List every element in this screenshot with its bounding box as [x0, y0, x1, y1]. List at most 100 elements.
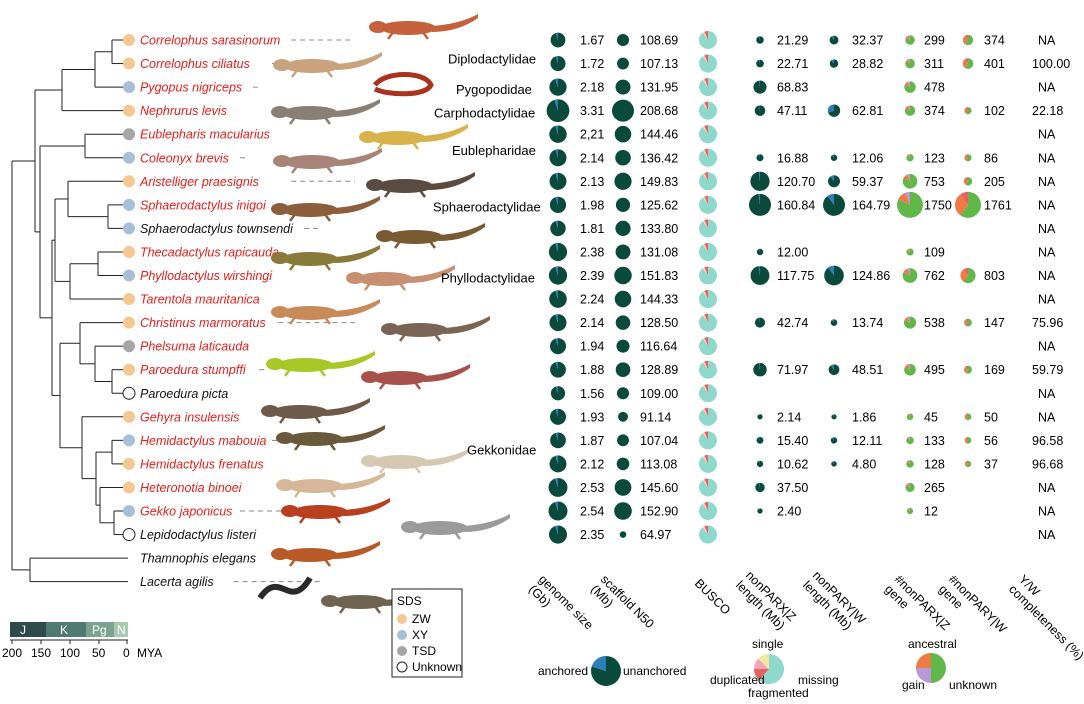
- nonpar-w-length-value: 12.06: [852, 151, 883, 165]
- species-name: Phelsuma laticauda: [140, 340, 249, 354]
- nonpar-z-length-pie: [754, 105, 766, 116]
- busco-pie: [699, 431, 718, 450]
- scaffold-n50-pie: [616, 457, 630, 471]
- genome-size-pie: [550, 56, 566, 72]
- nonpar-w-length-value: 59.37: [852, 175, 883, 189]
- species-name: Pygopus nigriceps: [140, 81, 242, 95]
- scaffold-n50-pie: [618, 411, 628, 422]
- family-label: Pygopodidae: [456, 82, 532, 97]
- species-name: Coleonyx brevis: [140, 151, 229, 165]
- busco-pie: [699, 242, 718, 261]
- family-labels: Diplodactylidae Pygopodidae Carphodactylid…: [433, 51, 541, 457]
- nonpar-z-length-value: 117.75: [777, 269, 814, 283]
- genome-size-pie: [549, 125, 567, 143]
- sds-marker: [122, 528, 136, 542]
- nonpar-z-length-value: 2.40: [777, 505, 801, 519]
- tick-label-150: 150: [31, 646, 51, 660]
- genome-size-value: 2.14: [580, 316, 604, 330]
- yw-completeness-value: 22.18: [1032, 104, 1063, 118]
- species-name: Lepidodactylus listeri: [140, 528, 257, 542]
- nonpar-w-length-pie: [830, 437, 838, 444]
- lizard-illustration: [381, 316, 490, 342]
- busco-pie: [699, 337, 717, 356]
- nonpar-z-gene-value: 12: [924, 505, 938, 519]
- column-headers: genome size(Gb) scaffold N50(Mb) BUSCO nonP…: [526, 568, 1084, 663]
- nonpar-z-length-pie: [750, 171, 770, 191]
- gene-ancestral-label: ancestral: [908, 637, 957, 651]
- scaffold-n50-value: 128.89: [640, 363, 678, 377]
- nonpar-w-gene-value: 86: [984, 151, 998, 165]
- genome-size-value: 1.81: [580, 222, 604, 236]
- sds-marker: [123, 81, 135, 94]
- scaffold-n50-value: 133.80: [640, 222, 678, 236]
- genome-size-value: 2.13: [580, 175, 604, 189]
- nonpar-z-gene-pie: [903, 316, 917, 329]
- sds-zw-label: ZW: [412, 612, 431, 626]
- sds-marker: [123, 104, 135, 117]
- nonpar-z-gene-pie: [904, 105, 916, 116]
- busco-single-label: single: [752, 637, 784, 651]
- genome-size-pie: [550, 361, 566, 378]
- nonpar-z-length-pie: [756, 248, 764, 256]
- scaffold-n50-value: 144.46: [640, 128, 678, 142]
- sds-xy-label: XY: [412, 628, 428, 642]
- busco-pie: [699, 195, 718, 214]
- busco-pie: [699, 54, 718, 73]
- period-j-label: J: [20, 623, 26, 637]
- yw-completeness-value: NA: [1038, 528, 1056, 542]
- species-name: Hemidactylus mabouia: [140, 434, 266, 448]
- column-header: #nonPARY|Wgene: [936, 572, 1009, 645]
- nonpar-z-gene-pie: [904, 81, 916, 93]
- nonpar-z-length-pie: [749, 193, 771, 216]
- busco-pie: [699, 266, 718, 285]
- nonpar-w-length-value: 13.74: [852, 316, 883, 330]
- scaffold-n50-value: 107.04: [640, 434, 678, 448]
- genome-size-pie: [549, 338, 567, 355]
- nonpar-z-length-value: 37.50: [777, 481, 808, 495]
- nonpar-w-gene-value: 50: [984, 410, 998, 424]
- genome-size-value: 1.72: [580, 57, 604, 71]
- scaffold-n50-pie: [617, 434, 629, 447]
- genome-size-value: 2.38: [580, 245, 604, 259]
- species-name: Aristelliger praesignis: [139, 175, 259, 189]
- scaffold-n50-value: 108.69: [640, 34, 678, 48]
- nonpar-z-gene-value: 299: [924, 34, 945, 48]
- sds-marker: [123, 410, 135, 423]
- scaffold-n50-value: 136.42: [640, 151, 678, 165]
- scaffold-n50-value: 152.90: [640, 505, 678, 519]
- nonpar-w-gene-pie: [964, 318, 972, 327]
- genome-size-pie: [549, 196, 567, 214]
- scaffold-n50-pie: [614, 266, 632, 285]
- nonpar-w-length-pie: [829, 35, 839, 45]
- lizard-illustration: [257, 576, 313, 600]
- sds-marker: [123, 340, 135, 353]
- yw-completeness-value: NA: [1038, 151, 1056, 165]
- species-name: Christinus marmoratus: [140, 316, 266, 330]
- genome-size-value: 2.39: [580, 269, 604, 283]
- sds-legend: SDS ZW XY TSD Unknown: [391, 588, 463, 678]
- sds-marker: [122, 386, 136, 400]
- anchored-label: anchored: [538, 664, 588, 678]
- genome-size-value: 1.67: [580, 34, 604, 48]
- pie-legends: anchored unanchored single duplicated mi…: [538, 637, 997, 700]
- nonpar-w-length-value: 48.51: [852, 363, 883, 377]
- yw-completeness-value: NA: [1038, 128, 1056, 142]
- busco-pie: [699, 478, 717, 497]
- genome-size-value: 2.18: [580, 81, 604, 95]
- scaffold-n50-pie: [612, 99, 634, 122]
- nonpar-z-gene-pie: [906, 507, 914, 515]
- busco-duplicated-label: duplicated: [710, 673, 765, 687]
- sds-marker: [123, 175, 135, 188]
- nonpar-z-length-pie: [755, 482, 765, 493]
- scaffold-n50-value: 107.13: [640, 57, 678, 71]
- genome-size-value: 2.14: [580, 151, 604, 165]
- nonpar-z-length-value: 68.83: [777, 81, 808, 95]
- nonpar-z-gene-pie: [897, 191, 924, 218]
- nonpar-w-gene-value: 401: [984, 57, 1005, 71]
- sds-marker: [123, 316, 135, 329]
- busco-legend-pie-shape: [754, 654, 785, 685]
- nonpar-z-length-pie: [756, 460, 764, 468]
- scaffold-n50-pie: [615, 197, 631, 212]
- nonpar-z-gene-value: 265: [924, 481, 945, 495]
